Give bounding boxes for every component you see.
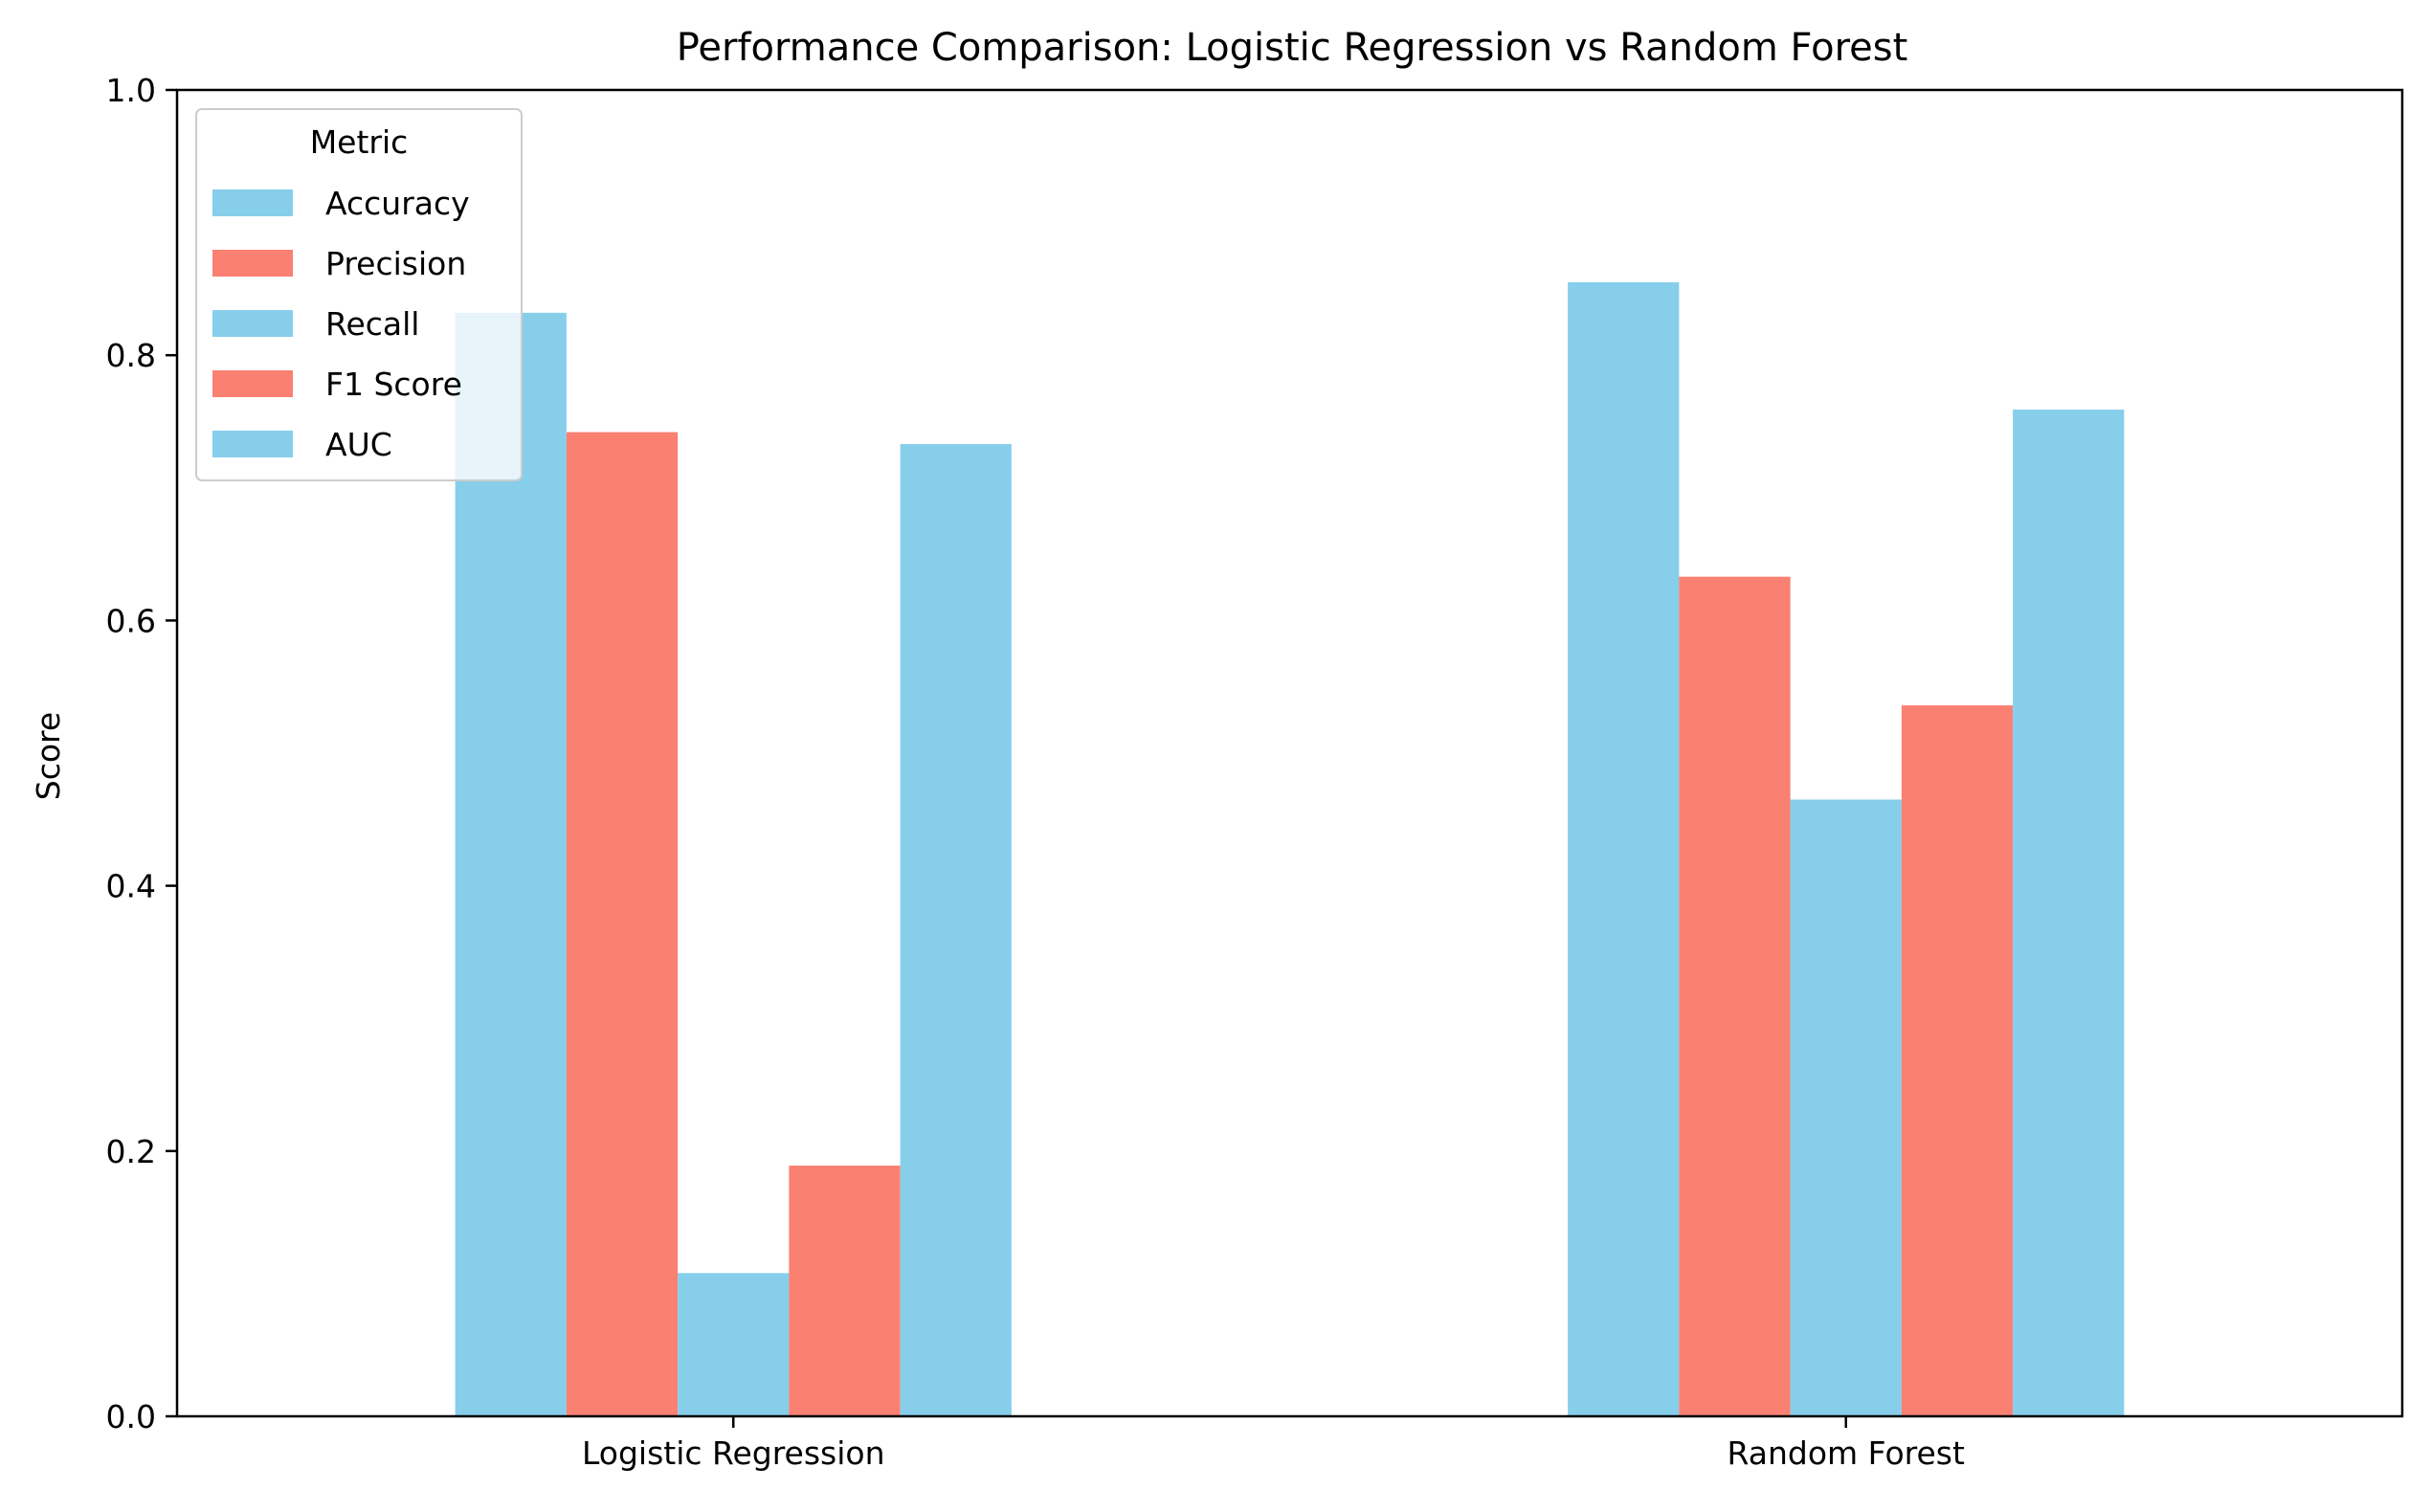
legend-label-accuracy: Accuracy xyxy=(325,185,470,222)
y-tick-label: 0.4 xyxy=(106,868,156,905)
legend-label-f1-score: F1 Score xyxy=(325,366,462,403)
legend-label-recall: Recall xyxy=(325,305,419,343)
x-tick-label: Random Forest xyxy=(1728,1434,1965,1472)
chart-title: Performance Comparison: Logistic Regress… xyxy=(677,26,1908,70)
bar-precision-random-forest xyxy=(1679,576,1791,1416)
legend: Metric Accuracy Precision Recall F1 Score AU… xyxy=(195,108,523,481)
bar-accuracy-logistic-regression xyxy=(455,312,567,1416)
y-axis-ticks: 0.0 0.2 0.4 0.6 0.8 1.0 xyxy=(106,72,177,1435)
bar-recall-random-forest xyxy=(1790,799,1902,1416)
legend-swatch-precision xyxy=(212,250,293,277)
bar-accuracy-random-forest xyxy=(1568,281,1680,1417)
legend-label-precision: Precision xyxy=(325,245,466,282)
y-tick-label: 0.8 xyxy=(106,337,156,374)
bar-precision-logistic-regression xyxy=(566,432,679,1416)
y-tick-label: 1.0 xyxy=(106,72,156,109)
y-tick-label: 0.0 xyxy=(106,1398,156,1435)
bar-f1-score-logistic-regression xyxy=(789,1166,901,1416)
legend-frame xyxy=(195,108,523,481)
y-tick-label: 0.6 xyxy=(106,602,156,639)
bar-f1-score-random-forest xyxy=(1901,705,2014,1416)
x-axis-ticks: Logistic Regression Random Forest xyxy=(582,1416,1965,1472)
legend-swatch-accuracy xyxy=(212,189,293,216)
legend-swatch-recall xyxy=(212,310,293,337)
legend-swatch-auc xyxy=(212,431,293,457)
plot-area-frame xyxy=(175,88,2404,1418)
y-tick-label: 0.2 xyxy=(106,1133,156,1170)
y-axis-label: Score xyxy=(30,712,67,800)
bar-auc-logistic-regression xyxy=(900,444,1012,1416)
bar-recall-logistic-regression xyxy=(678,1273,790,1416)
bar-auc-random-forest xyxy=(2013,410,2125,1416)
legend-swatch-f1-score xyxy=(212,370,293,397)
legend-title: Metric xyxy=(310,123,409,161)
x-tick-label: Logistic Regression xyxy=(582,1434,885,1472)
legend-items: Accuracy Precision Recall F1 Score AUC xyxy=(212,185,470,463)
bars-layer xyxy=(455,281,2125,1417)
legend-label-auc: AUC xyxy=(325,426,392,463)
